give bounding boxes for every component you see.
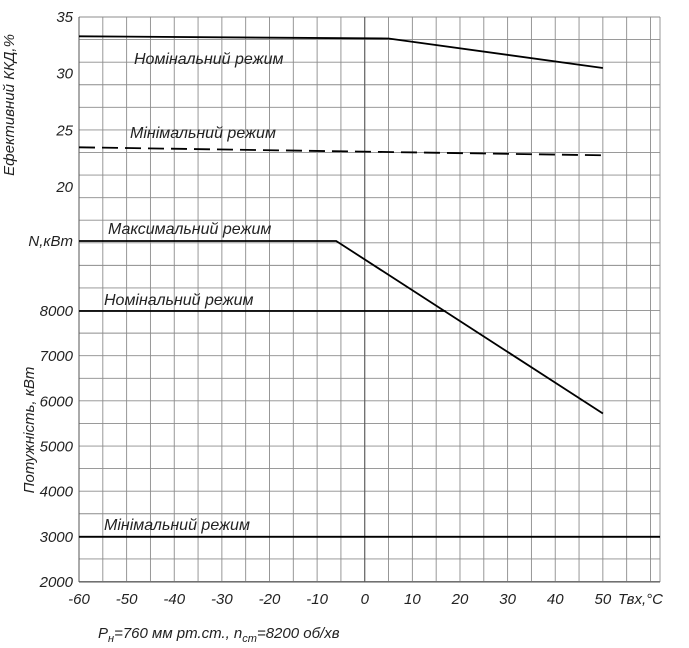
efficiency-minimal-line [78,146,603,157]
series [78,35,660,538]
y-tick-label-power: 8000 [40,303,74,320]
x-tick-label: 20 [451,591,469,608]
footnote-p-sub: н [108,633,114,645]
x-tick-label: 30 [499,591,516,608]
y-tick-label-power: 3000 [40,529,74,546]
x-tick-label: 10 [404,591,421,608]
power-top-label: N,кВт [28,233,73,250]
y-tick-label-power: 5000 [40,439,74,456]
y-tick-label-efficiency: 30 [56,66,73,83]
x-axis-title: Твх,°С [618,591,663,608]
footnote-p-rest: =760 мм рт.ст., n [114,625,242,642]
x-tick-label: 40 [547,591,564,608]
y-tick-label-efficiency: 35 [56,9,73,26]
label-efficiency-minimal: Мінімальний режим [130,125,276,142]
y-axis-title-power: Потужність, кВт [21,367,38,494]
y-tick-label-efficiency: 20 [55,179,73,196]
x-tick-label: -50 [116,591,138,608]
axes [78,17,660,583]
y-tick-label-efficiency: 25 [55,122,73,139]
y-tick-label-power: 7000 [40,348,74,365]
label-power-maximal: Максимальний режим [108,221,271,238]
x-tick-label: 0 [361,591,370,608]
label-efficiency-nominal: Номінальний режим [134,51,284,68]
label-power-nominal: Номінальний режим [104,292,254,309]
x-tick-label: -10 [306,591,328,608]
efficiency-nominal-line [78,35,604,69]
y-tick-label-power: 4000 [40,484,74,501]
power-maximal-line [79,240,604,415]
y-tick-label-power: 6000 [40,393,74,410]
footnote-n-rest: =8200 об/хв [257,625,340,642]
footnote: Pн=760 мм рт.ст., nст=8200 об/хв [98,625,340,645]
label-power-minimal: Мінімальний режим [104,517,250,534]
labels: 20 25 30 35 2000 3000 4000 5000 6000 7000 8000 N,кВ… [1,9,663,645]
x-tick-label: -30 [211,591,233,608]
x-tick-label: 50 [595,591,612,608]
y-axis-title-efficiency: Ефективний ККД,% [1,34,18,176]
y-tick-label-power: 2000 [39,574,74,591]
footnote-p: P [98,625,108,642]
x-tick-label: -20 [259,591,281,608]
footnote-n-sub: ст [242,633,257,645]
x-tick-label: -60 [68,591,90,608]
x-tick-label: -40 [163,591,185,608]
